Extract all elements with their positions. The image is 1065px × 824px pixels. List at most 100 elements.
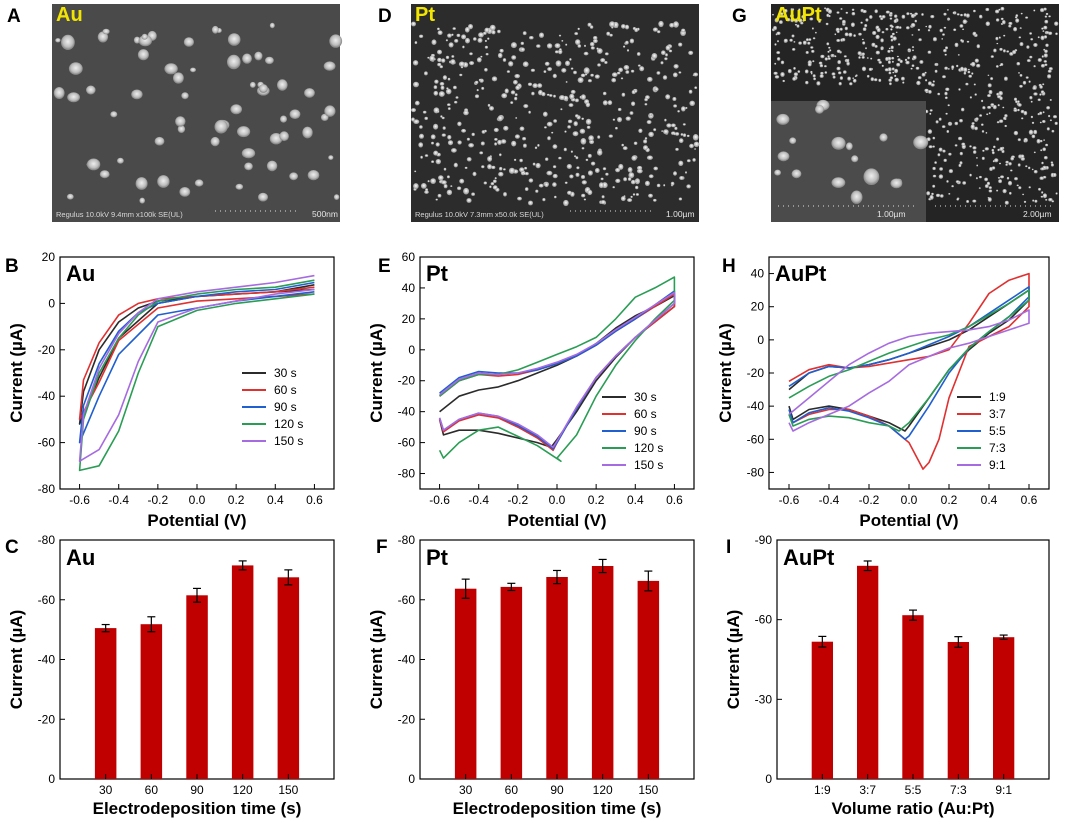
particle [955,180,960,184]
particle [615,168,621,173]
particle [663,184,666,187]
particle [815,104,824,114]
particle [890,49,893,52]
y-tick-label: -80 [398,533,416,547]
particle [968,74,972,78]
particle [575,156,579,160]
particle [544,126,547,129]
particle [648,174,654,179]
particle [870,57,873,60]
particle [491,30,496,35]
particle [631,101,636,107]
particle [930,83,935,87]
x-tick-label: 7:3 [950,783,967,797]
particle [675,132,680,136]
particle [862,9,867,14]
particle [1044,15,1048,18]
particle [608,134,613,138]
particle [1048,198,1053,202]
particle [502,58,507,62]
particle [1055,192,1058,195]
particle [66,193,74,200]
particle [456,33,461,38]
particle [425,188,429,192]
particle [572,131,579,137]
particle [1030,38,1034,41]
particle [1049,99,1052,101]
particle [934,63,938,66]
bar [94,628,117,779]
particle [865,47,867,50]
particle [959,151,963,156]
particle [519,126,525,131]
particle [135,177,148,190]
particle [688,89,693,94]
particle [1039,176,1044,180]
particle [831,177,846,188]
particle [810,46,814,49]
particle [607,100,613,106]
particle [688,50,694,56]
particle [648,193,653,198]
particle [791,169,802,179]
particle [871,42,876,47]
particle [947,68,950,70]
particle [925,79,928,82]
particle [513,158,517,162]
particle [491,76,498,82]
particle [551,131,554,134]
particle [885,57,889,61]
particle [618,67,623,73]
particle [570,89,576,94]
particle [637,64,641,67]
particle [902,81,905,84]
particle [881,64,884,67]
x-tick-label: -0.6 [429,493,450,507]
particle [536,44,541,48]
particle [916,80,921,86]
particle [793,41,796,43]
particle [935,120,939,124]
particle [553,94,556,98]
particle [932,174,937,178]
particle [559,48,562,51]
particle [1025,76,1029,79]
particle [852,77,855,79]
particle [677,110,680,113]
series-line [788,309,1030,432]
particle [861,66,867,72]
particle [860,21,863,24]
particle [576,166,580,170]
particle [811,49,815,53]
particle [453,85,457,90]
particle [1039,139,1043,143]
particle [993,145,996,149]
particle [935,193,941,198]
particle [289,109,301,119]
particle [1018,186,1022,190]
particle [686,159,691,163]
particle [995,65,999,68]
particle [927,129,933,134]
particle [906,26,910,30]
particle [956,198,959,201]
particle [948,169,954,174]
particle [972,146,977,150]
legend-label: 150 s [634,458,663,472]
particle [508,167,515,174]
particle [647,76,653,82]
x-tick-label: 0.6 [1021,493,1038,507]
particle [630,69,635,73]
particle [1040,64,1045,68]
particle [689,100,695,107]
particle [99,170,110,179]
particle [880,38,884,43]
particle [904,58,908,62]
particle [324,105,336,117]
particle [183,37,194,47]
particle [918,38,922,42]
particle [884,68,889,72]
sem-inset [771,101,926,222]
x-tick-label: -0.4 [819,493,840,507]
particle [836,11,840,14]
